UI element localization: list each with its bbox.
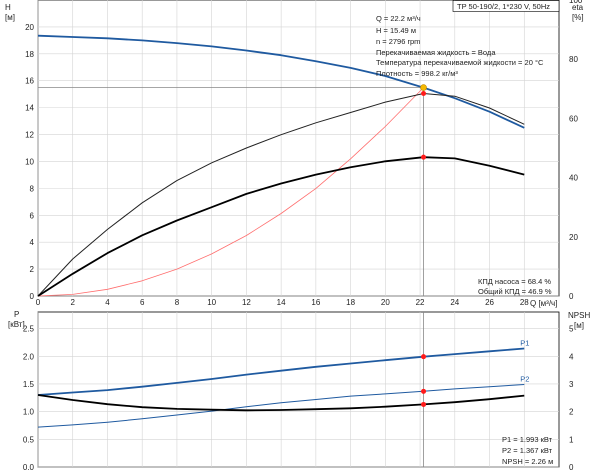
x-tick-label: 10 xyxy=(207,298,216,307)
x-tick-label: 12 xyxy=(242,298,251,307)
npsh-tick-label: 0 xyxy=(569,463,574,472)
x-tick-label: 2 xyxy=(71,298,76,307)
info-line-fluid: Перекачиваемая жидкость = Вода xyxy=(376,48,496,57)
npsh-curve xyxy=(37,394,525,412)
head-tick-label: 14 xyxy=(25,104,34,113)
eta-tick-label: 60 xyxy=(569,114,578,123)
eta-axis-title: eta xyxy=(572,3,584,12)
flow-axis-title: Q [м³/ч] xyxy=(530,299,557,308)
chart-title: TP 50-190/2, 1*230 V, 50Hz xyxy=(457,2,550,11)
x-tick-label: 26 xyxy=(485,298,494,307)
eta-tick-label: 80 xyxy=(569,55,578,64)
info-line-density: Плотность = 998.2 кг/м³ xyxy=(376,69,458,78)
head-axis-title: H xyxy=(5,3,11,12)
total-efficiency-curve xyxy=(37,156,525,297)
power-tick-label: 0.0 xyxy=(23,463,35,472)
x-tick-label: 0 xyxy=(36,298,41,307)
head-tick-label: 4 xyxy=(30,238,35,247)
head-tick-label: 16 xyxy=(25,77,34,86)
info-line-temperature: Температура перекачиваемой жидкости = 20… xyxy=(376,58,544,67)
eta-tick-label: 100 xyxy=(569,0,583,5)
head-axis-unit: [м] xyxy=(5,13,15,22)
upper-plot-area xyxy=(37,0,560,297)
head-tick-label: 2 xyxy=(30,265,35,274)
npsh-tick-label: 2 xyxy=(569,408,574,417)
total-efficiency-point xyxy=(421,154,427,160)
x-tick-label: 20 xyxy=(381,298,390,307)
lower-plot-area xyxy=(37,311,560,468)
operating-point-info: Q = 22.2 м³/ч H = 15.49 м n = 2796 rpm П… xyxy=(376,14,544,78)
npsh-operating-point xyxy=(421,401,427,407)
p2-value-note: P2 = 1.367 кВт xyxy=(502,446,553,455)
p1-curve xyxy=(37,347,525,396)
head-tick-label: 10 xyxy=(25,157,34,166)
total-efficiency-note: Общий КПД = 46.9 % xyxy=(478,287,552,296)
x-tick-label: 14 xyxy=(277,298,286,307)
x-tick-label: 6 xyxy=(140,298,145,307)
power-tick-label: 2.0 xyxy=(23,352,35,361)
x-tick-label: 4 xyxy=(105,298,110,307)
power-tick-label: 0.5 xyxy=(23,435,35,444)
upper-tick-labels: 0 2 4 6 8 10 12 14 16 18 20 22 24 26 28024681012141618… xyxy=(25,0,583,307)
info-line-h: H = 15.49 м xyxy=(376,26,416,35)
p2-curve-label: P2 xyxy=(520,375,529,384)
upper-series xyxy=(37,34,525,297)
eta-tick-label: 20 xyxy=(569,233,578,242)
x-tick-label: 24 xyxy=(450,298,459,307)
power-tick-label: 1.0 xyxy=(23,408,35,417)
p1-value-note: P1 = 1.993 кВт xyxy=(502,435,553,444)
lower-tick-labels: 0.0 0.5 1.0 1.5 2.0 2.5 0 1 2 3 4 5 xyxy=(23,325,574,472)
p1-curve-label: P1 xyxy=(520,339,529,348)
head-tick-label: 18 xyxy=(25,50,34,59)
head-tick-label: 6 xyxy=(30,211,35,220)
npsh-tick-label: 5 xyxy=(569,325,574,334)
head-curve xyxy=(37,34,525,129)
npsh-tick-label: 1 xyxy=(569,435,574,444)
power-tick-label: 1.5 xyxy=(23,380,35,389)
head-tick-label: 12 xyxy=(25,131,34,140)
power-axis-title: P xyxy=(14,310,19,319)
head-tick-label: 0 xyxy=(30,292,35,301)
npsh-tick-label: 3 xyxy=(569,380,574,389)
power-tick-label: 2.5 xyxy=(23,325,35,334)
x-tick-label: 8 xyxy=(175,298,180,307)
upper-grid xyxy=(37,0,559,297)
system-curve xyxy=(37,87,424,297)
x-tick-label: 18 xyxy=(346,298,355,307)
info-line-n: n = 2796 rpm xyxy=(376,37,420,46)
lower-series: P1 P2 xyxy=(37,312,529,467)
pump-efficiency-note: КПД насоса = 68.4 % xyxy=(478,277,551,286)
head-tick-label: 20 xyxy=(25,23,34,32)
p1-operating-point xyxy=(421,354,427,360)
x-tick-label: 22 xyxy=(416,298,425,307)
npsh-value-note: NPSH = 2.26 м xyxy=(502,457,553,466)
npsh-axis-unit: [м] xyxy=(574,321,584,330)
chart-title-box xyxy=(452,0,560,12)
pump-efficiency-curve xyxy=(37,93,525,297)
eta-tick-label: 0 xyxy=(569,292,574,301)
operating-point-marker xyxy=(420,84,427,91)
power-axis-unit: [кВт] xyxy=(8,320,25,329)
npsh-axis-title: NPSH xyxy=(568,311,590,320)
npsh-tick-label: 4 xyxy=(569,352,574,361)
x-tick-label: 28 xyxy=(520,298,529,307)
eta-axis-unit: [%] xyxy=(572,13,584,22)
info-line-q: Q = 22.2 м³/ч xyxy=(376,14,421,23)
lower-grid xyxy=(37,312,559,468)
pump-efficiency-point xyxy=(421,91,427,97)
head-tick-label: 8 xyxy=(30,184,35,193)
eta-tick-label: 40 xyxy=(569,174,578,183)
x-tick-label: 16 xyxy=(311,298,320,307)
p2-curve xyxy=(37,384,525,428)
p2-operating-point xyxy=(421,388,427,394)
